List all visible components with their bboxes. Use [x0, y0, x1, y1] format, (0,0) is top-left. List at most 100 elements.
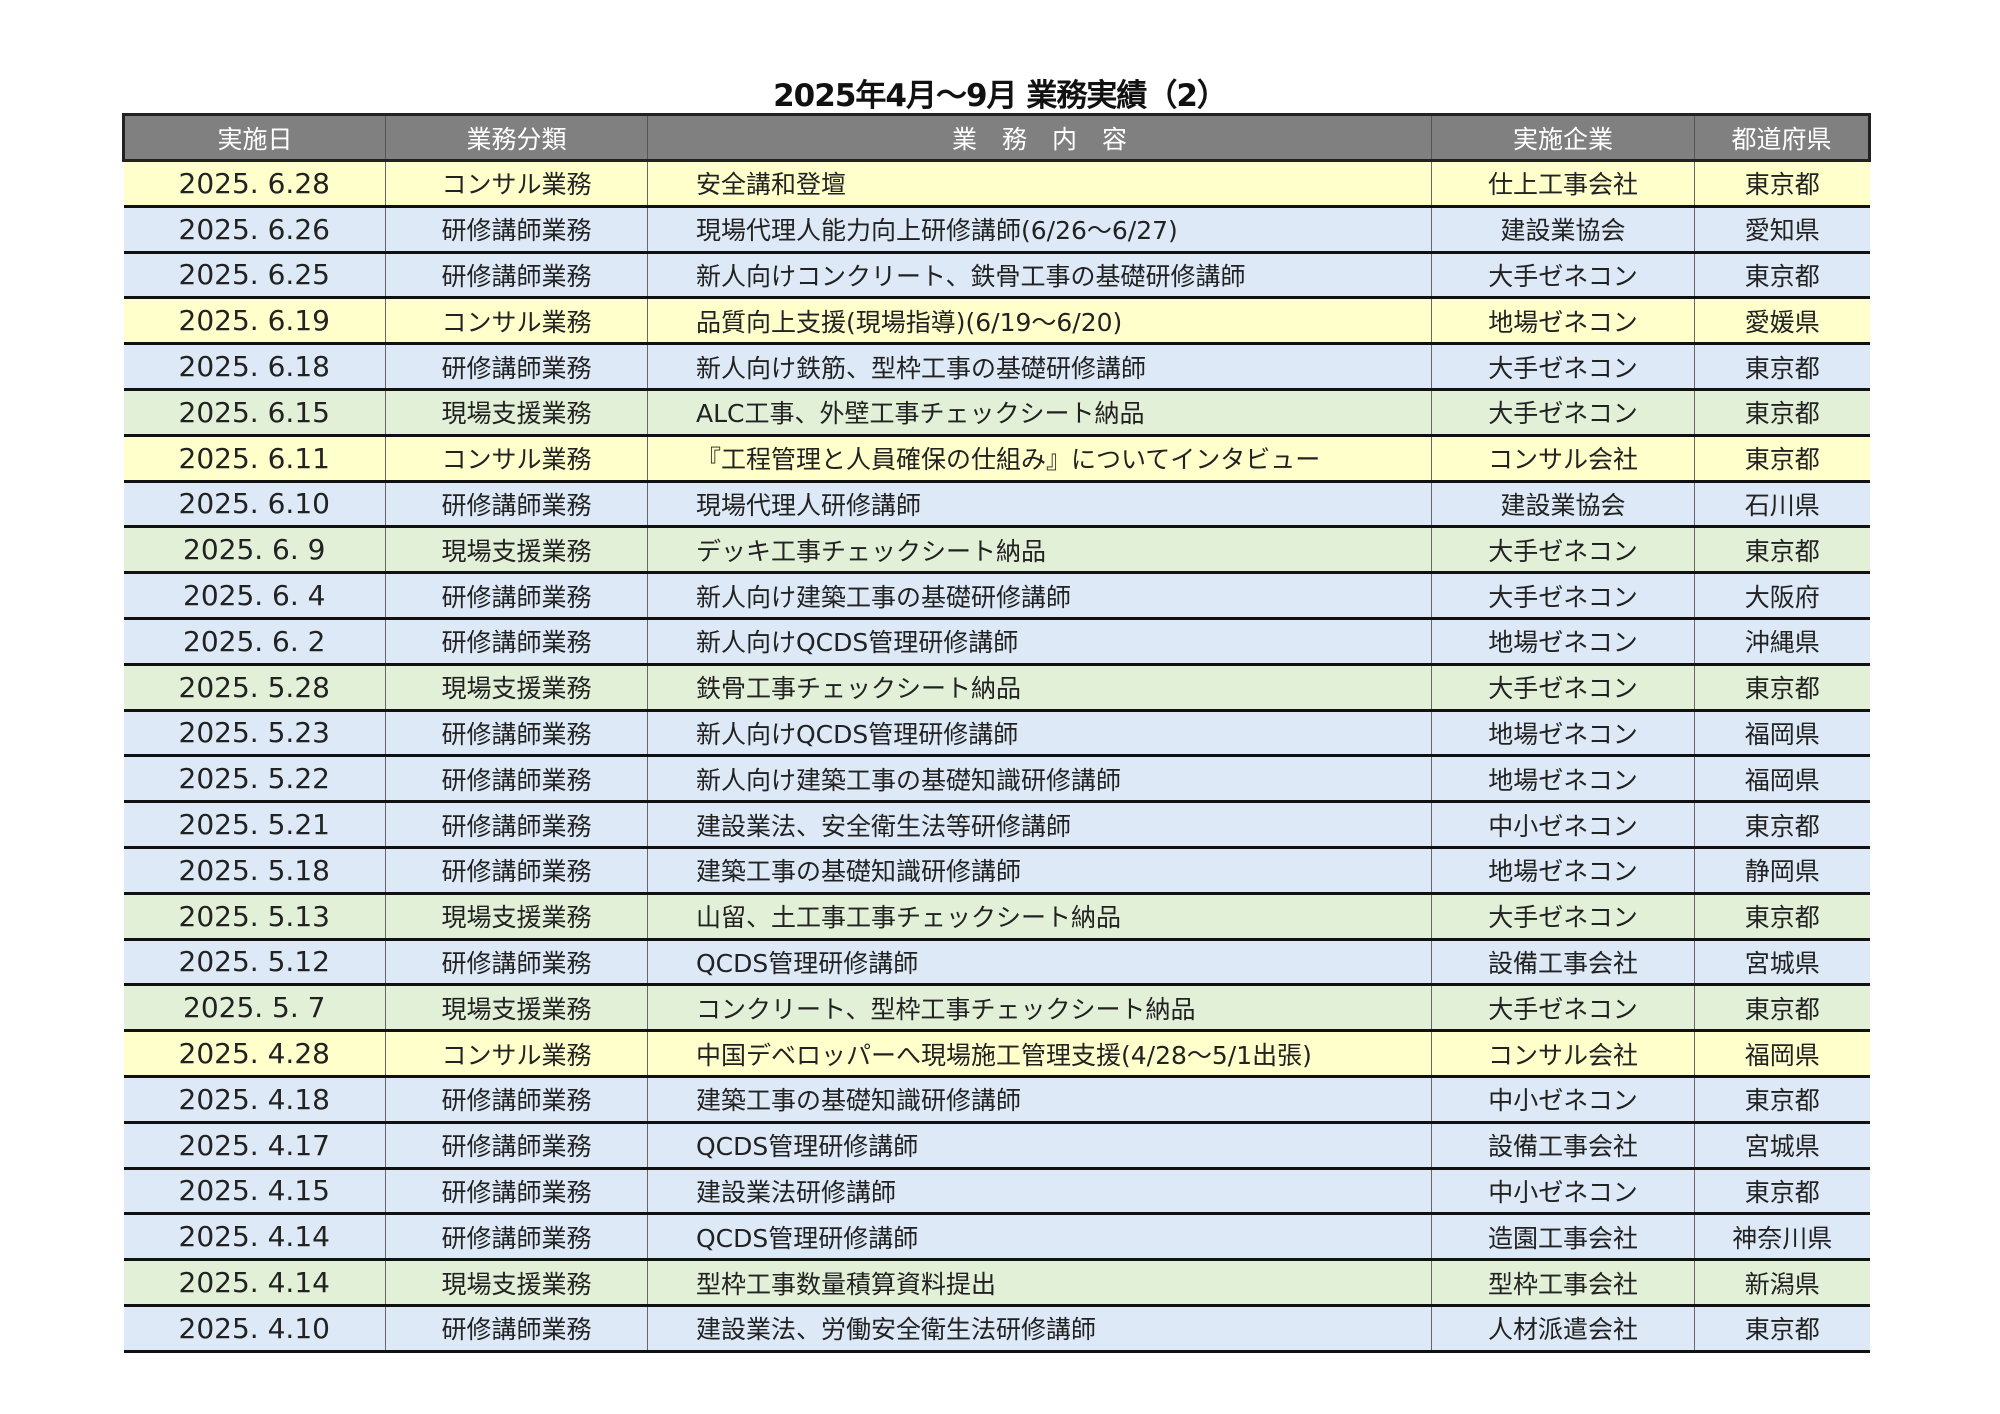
- work-record-table: 実施日 業務分類 業 務 内 容 実施企業 都道府県 2025. 6.28 コンサ…: [122, 113, 1871, 1353]
- cell-category: コンサル業務: [385, 435, 648, 483]
- cell-category: 研修講師業務: [385, 1168, 648, 1216]
- cell-prefecture: 東京都: [1694, 1168, 1870, 1216]
- cell-date: 2025. 6. 2: [123, 618, 386, 666]
- cell-prefecture: 東京都: [1694, 984, 1870, 1033]
- cell-date: 2025. 6.15: [123, 389, 386, 437]
- cell-date: 2025. 5.18: [123, 847, 386, 895]
- cell-category: 研修講師業務: [385, 1076, 648, 1124]
- cell-prefecture: 大阪府: [1694, 572, 1870, 620]
- table-row: 2025. 6.26 研修講師業務 現場代理人能力向上研修講師(6/26〜6/27)…: [123, 206, 1870, 254]
- cell-category: コンサル業務: [385, 297, 648, 346]
- cell-date: 2025. 4.28: [123, 1030, 386, 1078]
- table-row: 2025. 6.19 コンサル業務 品質向上支援(現場指導)(6/19〜6/20) 地…: [123, 297, 1870, 346]
- cell-date: 2025. 5. 7: [123, 984, 386, 1033]
- cell-category: 研修講師業務: [385, 710, 648, 758]
- table-row: 2025. 5.18 研修講師業務 建築工事の基礎知識研修講師 地場ゼネコン 静岡県: [123, 847, 1870, 895]
- cell-company: 建設業協会: [1431, 481, 1695, 529]
- cell-category: 研修講師業務: [385, 206, 648, 254]
- table-row: 2025. 6. 9 現場支援業務 デッキ工事チェックシート納品 大手ゼネコン 東京都: [123, 526, 1870, 575]
- cell-category: 研修講師業務: [385, 1122, 648, 1170]
- cell-category: 現場支援業務: [385, 1259, 648, 1307]
- table-row: 2025. 4.15 研修講師業務 建設業法研修講師 中小ゼネコン 東京都: [123, 1168, 1870, 1216]
- header-date: 実施日: [122, 113, 386, 162]
- cell-prefecture: 宮城県: [1694, 1122, 1870, 1170]
- cell-date: 2025. 6.10: [123, 481, 386, 529]
- cell-content: 品質向上支援(現場指導)(6/19〜6/20): [647, 297, 1432, 346]
- cell-content: 建築工事の基礎知識研修講師: [647, 847, 1432, 895]
- cell-content: 建設業法、安全衛生法等研修講師: [647, 801, 1432, 849]
- cell-company: 大手ゼネコン: [1431, 343, 1695, 391]
- cell-prefecture: 石川県: [1694, 481, 1870, 529]
- cell-date: 2025. 6.11: [123, 435, 386, 483]
- cell-date: 2025. 5.22: [123, 755, 386, 804]
- cell-prefecture: 東京都: [1694, 893, 1870, 941]
- cell-company: 大手ゼネコン: [1431, 526, 1695, 575]
- cell-prefecture: 静岡県: [1694, 847, 1870, 895]
- cell-company: 地場ゼネコン: [1431, 847, 1695, 895]
- cell-date: 2025. 6. 4: [123, 572, 386, 620]
- cell-category: 現場支援業務: [385, 389, 648, 437]
- cell-prefecture: 神奈川県: [1694, 1213, 1870, 1262]
- cell-content: QCDS管理研修講師: [647, 939, 1432, 987]
- cell-content: 新人向けQCDS管理研修講師: [647, 710, 1432, 758]
- cell-content: 新人向け鉄筋、型枠工事の基礎研修講師: [647, 343, 1432, 391]
- cell-company: 設備工事会社: [1431, 1122, 1695, 1170]
- header-company: 実施企業: [1431, 113, 1695, 162]
- cell-date: 2025. 6.25: [123, 252, 386, 300]
- table-row: 2025. 5.21 研修講師業務 建設業法、安全衛生法等研修講師 中小ゼネコン 東京都: [123, 801, 1870, 849]
- cell-content: コンクリート、型枠工事チェックシート納品: [647, 984, 1432, 1033]
- cell-company: 大手ゼネコン: [1431, 893, 1695, 941]
- cell-prefecture: 新潟県: [1694, 1259, 1870, 1307]
- cell-category: 現場支援業務: [385, 893, 648, 941]
- cell-category: 研修講師業務: [385, 252, 648, 300]
- cell-date: 2025. 4.14: [123, 1213, 386, 1262]
- cell-content: 『工程管理と人員確保の仕組み』についてインタビュー: [647, 435, 1432, 483]
- cell-prefecture: 東京都: [1694, 435, 1870, 483]
- cell-prefecture: 東京都: [1694, 526, 1870, 575]
- cell-content: QCDS管理研修講師: [647, 1122, 1432, 1170]
- header-content: 業 務 内 容: [647, 113, 1432, 162]
- cell-content: 型枠工事数量積算資料提出: [647, 1259, 1432, 1307]
- table-row: 2025. 6.15 現場支援業務 ALC工事、外壁工事チェックシート納品 大手ゼネコ…: [123, 389, 1870, 437]
- cell-content: 新人向け建築工事の基礎研修講師: [647, 572, 1432, 620]
- cell-date: 2025. 6.26: [123, 206, 386, 254]
- cell-prefecture: 愛媛県: [1694, 297, 1870, 346]
- cell-prefecture: 東京都: [1694, 343, 1870, 391]
- cell-prefecture: 東京都: [1694, 801, 1870, 849]
- cell-content: 鉄骨工事チェックシート納品: [647, 664, 1432, 712]
- table-row: 2025. 6.28 コンサル業務 安全講和登壇 仕上工事会社 東京都: [123, 160, 1870, 208]
- cell-company: 地場ゼネコン: [1431, 297, 1695, 346]
- cell-prefecture: 東京都: [1694, 664, 1870, 712]
- table-row: 2025. 6. 2 研修講師業務 新人向けQCDS管理研修講師 地場ゼネコン 沖縄県: [123, 618, 1870, 666]
- table-row: 2025. 4.14 研修講師業務 QCDS管理研修講師 造園工事会社 神奈川県: [123, 1213, 1870, 1262]
- cell-company: 大手ゼネコン: [1431, 984, 1695, 1033]
- cell-category: 研修講師業務: [385, 1213, 648, 1262]
- cell-prefecture: 東京都: [1694, 1076, 1870, 1124]
- cell-prefecture: 東京都: [1694, 389, 1870, 437]
- cell-category: 研修講師業務: [385, 618, 648, 666]
- table-header: 実施日 業務分類 業 務 内 容 実施企業 都道府県: [122, 113, 1871, 162]
- cell-content: 現場代理人研修講師: [647, 481, 1432, 529]
- cell-category: コンサル業務: [385, 160, 648, 208]
- table-row: 2025. 4.17 研修講師業務 QCDS管理研修講師 設備工事会社 宮城県: [123, 1122, 1870, 1170]
- cell-date: 2025. 5.28: [123, 664, 386, 712]
- cell-category: 研修講師業務: [385, 343, 648, 391]
- table-row: 2025. 6.25 研修講師業務 新人向けコンクリート、鉄骨工事の基礎研修講師 大手…: [123, 252, 1870, 300]
- table-row: 2025. 5.28 現場支援業務 鉄骨工事チェックシート納品 大手ゼネコン 東京都: [123, 664, 1870, 712]
- cell-content: デッキ工事チェックシート納品: [647, 526, 1432, 575]
- cell-prefecture: 東京都: [1694, 252, 1870, 300]
- cell-company: 地場ゼネコン: [1431, 618, 1695, 666]
- cell-category: 現場支援業務: [385, 984, 648, 1033]
- table-row: 2025. 5.13 現場支援業務 山留、土工事工事チェックシート納品 大手ゼネコン東…: [123, 893, 1870, 941]
- cell-content: 中国デベロッパーへ現場施工管理支援(4/28〜5/1出張): [647, 1030, 1432, 1078]
- cell-company: 人材派遣会社: [1431, 1305, 1695, 1353]
- cell-date: 2025. 5.23: [123, 710, 386, 758]
- table-row: 2025. 5.12 研修講師業務 QCDS管理研修講師 設備工事会社 宮城県: [123, 939, 1870, 987]
- cell-category: 研修講師業務: [385, 572, 648, 620]
- cell-company: 大手ゼネコン: [1431, 664, 1695, 712]
- table-row: 2025. 6.11 コンサル業務 『工程管理と人員確保の仕組み』についてインタビュ…: [123, 435, 1870, 483]
- cell-date: 2025. 6. 9: [123, 526, 386, 575]
- header-prefecture: 都道府県: [1694, 113, 1871, 162]
- cell-category: 研修講師業務: [385, 481, 648, 529]
- cell-company: 型枠工事会社: [1431, 1259, 1695, 1307]
